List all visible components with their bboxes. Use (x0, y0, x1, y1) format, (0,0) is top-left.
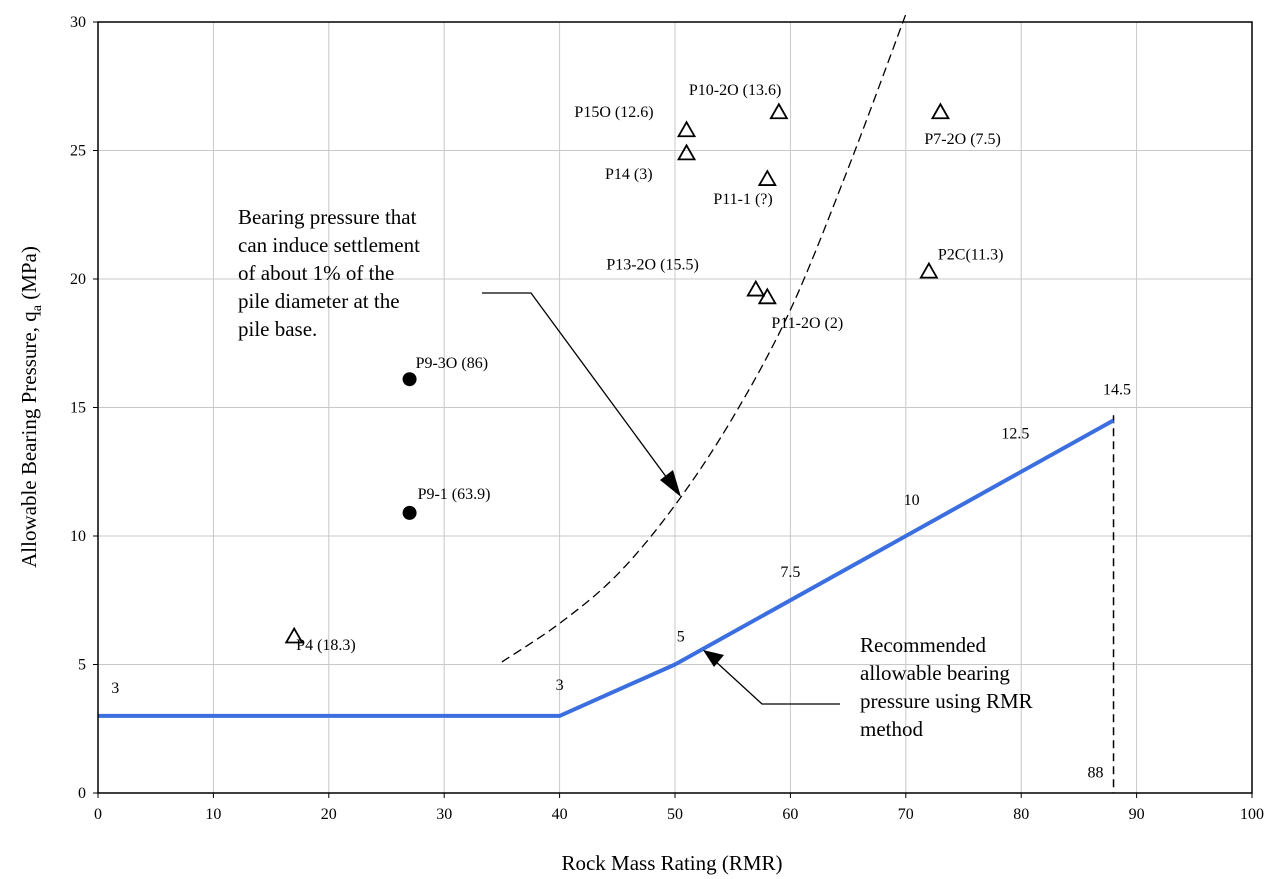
x-tick-label: 70 (898, 806, 914, 823)
line-value-label: 12.5 (1001, 425, 1029, 442)
plot-frame (97, 21, 1253, 794)
vertical-marker-label: 88 (1088, 765, 1104, 782)
line-value-label: 10 (904, 492, 920, 509)
x-tick-label: 60 (782, 806, 798, 823)
recommended-annotation-line: allowable bearing (860, 661, 1010, 685)
x-tick-label: 40 (552, 806, 568, 823)
x-axis-title: Rock Mass Rating (RMR) (561, 851, 782, 875)
settlement-annotation-line: Bearing pressure that (238, 205, 417, 229)
curves (98, 14, 1115, 793)
data-point (676, 120, 697, 138)
x-tick-label: 30 (436, 806, 452, 823)
data-point (757, 287, 777, 305)
data-point (402, 505, 417, 520)
point-label: P10-2O (13.6) (689, 82, 781, 99)
settlement-arrow-head (660, 470, 681, 497)
point-label: P2C(11.3) (938, 246, 1004, 263)
y-axis-title: Allowable Bearing Pressure, qa (MPa) (17, 246, 45, 568)
x-tick-label: 0 (94, 806, 102, 823)
recommended-annotation-line: method (860, 717, 923, 741)
data-point (919, 261, 939, 279)
y-tick-label: 10 (70, 528, 86, 545)
y-tick-label: 5 (78, 657, 86, 674)
point-label: P11-2O (2) (771, 315, 843, 332)
x-tick-label: 100 (1240, 806, 1264, 823)
axes: 0 10 20 30 40 50 60 70 80 90 100 0 5 10 15 20 25 30 (70, 14, 1264, 823)
settlement-annotation-line: can induce settlement (238, 233, 420, 257)
settlement-arrow-line (482, 292, 668, 479)
y-tick-label: 20 (70, 271, 86, 288)
point-label: P14 (3) (605, 166, 653, 183)
point-label: P7-2O (7.5) (924, 131, 1000, 148)
x-tick-label: 90 (1129, 806, 1145, 823)
x-tick-label: 20 (321, 806, 337, 823)
point-label: P9-1 (63.9) (418, 486, 491, 503)
recommended-annotation-line: Recommended (860, 633, 986, 657)
y-tick-label: 30 (70, 14, 86, 31)
grid (98, 22, 1252, 793)
y-tick-label: 25 (70, 143, 86, 160)
settlement-annotation-line: pile base. (238, 317, 317, 341)
data-point (930, 102, 950, 120)
point-label: P11-1 (?) (713, 191, 772, 208)
point-label: P15O (12.6) (574, 104, 653, 121)
point-label: P9-3O (86) (416, 355, 488, 372)
settlement-curve (501, 14, 907, 663)
y-tick-label: 15 (70, 400, 86, 417)
recommended-annotation-line: pressure using RMR (860, 689, 1033, 713)
line-value-label: 3 (556, 677, 564, 694)
line-value-label: 14.5 (1103, 382, 1131, 399)
y-tick-label: 0 (78, 785, 86, 802)
settlement-annotation-line: pile diameter at the (238, 289, 400, 313)
point-label: P4 (18.3) (296, 637, 356, 654)
data-point (769, 102, 789, 120)
data-labels: P4 (18.3) P15O (12.6) P14 (3) P10-2O (13.6)… (111, 82, 1131, 782)
point-label: P13-2O (15.5) (606, 256, 698, 273)
recommended-line (98, 418, 1115, 718)
settlement-annotation-line: of about 1% of the (238, 261, 394, 285)
line-value-label: 7.5 (780, 564, 800, 581)
line-value-label: 3 (111, 680, 119, 697)
x-tick-label: 80 (1013, 806, 1029, 823)
x-tick-label: 10 (205, 806, 221, 823)
data-point (284, 626, 304, 644)
recommended-arrow-line (713, 659, 840, 705)
data-point (676, 143, 697, 161)
recommended-arrow-head (703, 650, 724, 667)
data-point (757, 169, 777, 186)
data-point (402, 372, 417, 387)
x-tick-label: 50 (667, 806, 683, 823)
data-point (746, 279, 766, 297)
line-value-label: 5 (677, 628, 685, 645)
data-points (284, 102, 950, 644)
